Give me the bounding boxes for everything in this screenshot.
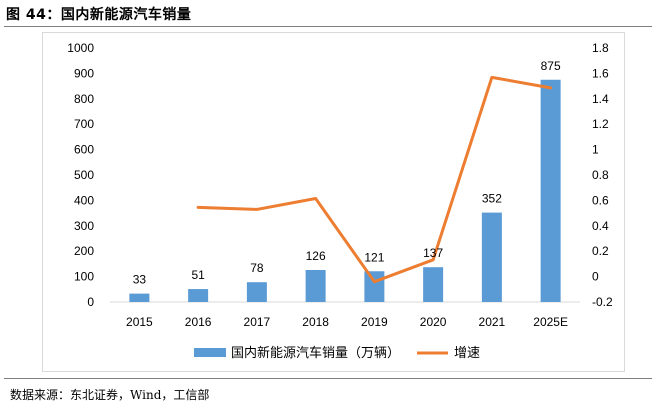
right-tick-label: 1 bbox=[592, 143, 599, 157]
chart-frame bbox=[42, 32, 625, 372]
bottom-rule bbox=[4, 378, 652, 379]
legend-bar-label: 国内新能源汽车销量（万辆） bbox=[231, 345, 400, 361]
right-tick-label: 0 bbox=[592, 270, 599, 284]
x-axis: 2015 2016 2017 2018 2019 2020 2021 2025E bbox=[110, 301, 580, 329]
data-label: 137 bbox=[423, 246, 443, 260]
bar bbox=[481, 212, 502, 302]
x-tick-label: 2018 bbox=[302, 315, 329, 329]
figure-title: 图 44：国内新能源汽车销量 bbox=[6, 7, 192, 23]
bar bbox=[423, 267, 444, 302]
growth-line-series bbox=[196, 75, 553, 284]
legend-bar-swatch bbox=[194, 348, 226, 357]
x-tick-label: 2021 bbox=[479, 315, 506, 329]
x-tick-label: 2020 bbox=[420, 315, 447, 329]
right-tick-label: 1.8 bbox=[592, 41, 609, 55]
left-tick-label: 400 bbox=[74, 193, 94, 207]
x-tick-label: 2019 bbox=[361, 315, 388, 329]
data-labels: 33 51 78 126 121 137 352 875 bbox=[133, 59, 561, 287]
right-tick-label: 1.4 bbox=[592, 92, 609, 106]
right-tick-label: 0.6 bbox=[592, 193, 609, 207]
chart: 0 100 200 300 400 500 600 700 800 900 1000 -0.2 0 0.… bbox=[67, 41, 613, 361]
data-label: 33 bbox=[133, 273, 147, 287]
right-tick-label: 0.8 bbox=[592, 168, 609, 182]
left-tick-label: 0 bbox=[87, 295, 94, 309]
data-label: 51 bbox=[191, 268, 205, 282]
x-tick-label: 2025E bbox=[533, 315, 568, 329]
left-tick-label: 1000 bbox=[67, 41, 94, 55]
x-tick-label: 2015 bbox=[126, 315, 153, 329]
right-tick-label: -0.2 bbox=[592, 295, 613, 309]
legend: 国内新能源汽车销量（万辆） 增速 bbox=[194, 345, 480, 361]
data-label: 352 bbox=[482, 192, 502, 206]
right-tick-label: 1.6 bbox=[592, 66, 609, 80]
data-label: 126 bbox=[306, 249, 326, 263]
top-rule bbox=[4, 26, 652, 27]
left-tick-label: 600 bbox=[74, 143, 94, 157]
legend-line-label: 增速 bbox=[454, 346, 480, 361]
right-tick-label: 0.4 bbox=[592, 219, 609, 233]
data-label: 121 bbox=[364, 250, 384, 264]
x-tick-label: 2016 bbox=[185, 315, 212, 329]
bar bbox=[364, 271, 385, 302]
data-label: 875 bbox=[541, 59, 561, 73]
left-tick-label: 500 bbox=[74, 168, 94, 182]
left-axis: 0 100 200 300 400 500 600 700 800 900 1000 bbox=[67, 41, 94, 309]
left-tick-label: 100 bbox=[74, 270, 94, 284]
bar bbox=[246, 282, 267, 302]
left-tick-label: 300 bbox=[74, 219, 94, 233]
bar bbox=[540, 79, 561, 302]
source-note: 数据来源：东北证券，Wind，工信部 bbox=[10, 388, 210, 402]
bar-series bbox=[129, 79, 561, 302]
left-tick-label: 200 bbox=[74, 244, 94, 258]
x-tick-label: 2017 bbox=[244, 315, 271, 329]
right-tick-label: 1.2 bbox=[592, 117, 609, 131]
bar bbox=[129, 293, 150, 302]
left-tick-label: 900 bbox=[74, 66, 94, 80]
right-axis: -0.2 0 0.2 0.4 0.6 0.8 1 1.2 1.4 1.6 1.8 bbox=[592, 41, 613, 309]
right-tick-label: 0.2 bbox=[592, 244, 609, 258]
left-tick-label: 800 bbox=[74, 92, 94, 106]
data-label: 78 bbox=[250, 261, 264, 275]
left-tick-label: 700 bbox=[74, 117, 94, 131]
bar bbox=[305, 269, 326, 302]
bar bbox=[188, 289, 209, 302]
